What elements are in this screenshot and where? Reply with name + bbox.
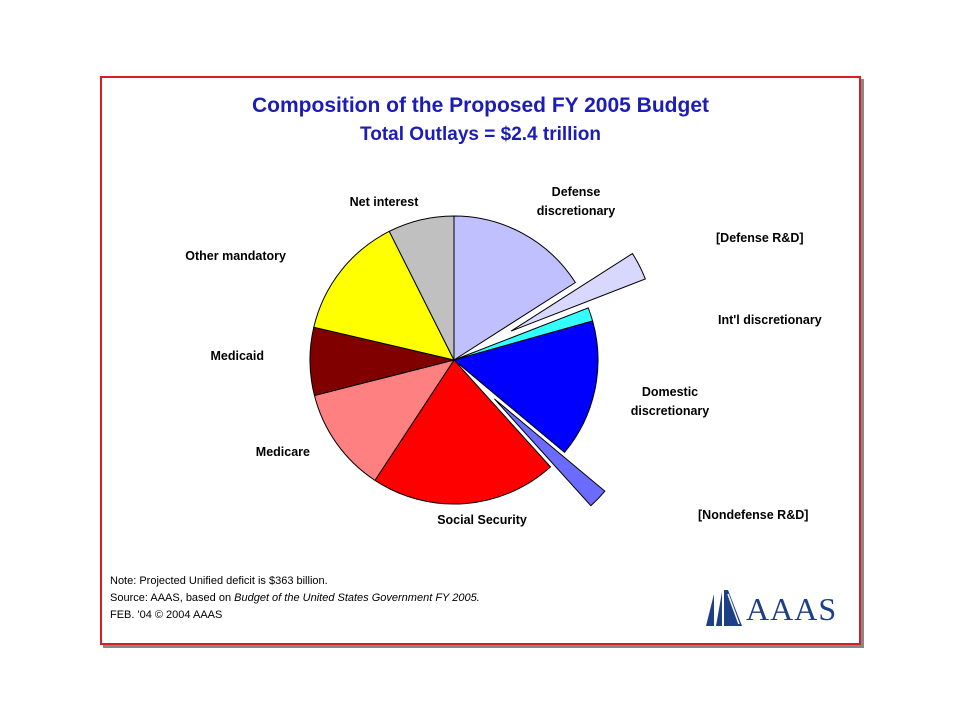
chart-title: Composition of the Proposed FY 2005 Budg…: [252, 94, 709, 117]
slice-label-social-security: Social Security: [437, 513, 527, 527]
pie-chart: Defense discretionary [Defense R&D] Int'l d…: [185, 185, 822, 527]
pie-slice-defense-discretionary: [453, 215, 577, 361]
slice-label-medicaid: Medicaid: [211, 349, 265, 363]
pie-slice-net-interest: [388, 215, 455, 361]
pie-slice-medicare: [313, 359, 456, 482]
note-source-title: Budget of the United States Government F…: [234, 592, 480, 604]
note-source-prefix: Source: AAAS, based on: [110, 592, 235, 604]
slice-label-net-interest: Net interest: [350, 195, 420, 209]
pie-slice-defense-r-d: [510, 252, 646, 332]
pie-slice-domestic-discretionary: [452, 320, 599, 454]
slice-label-medicare: Medicare: [256, 445, 310, 459]
pie-slice-nondefense-r-d: [493, 398, 606, 507]
aaas-logo-text: AAAS: [746, 591, 838, 627]
note-deficit: Note: Projected Unified deficit is $363 …: [110, 575, 328, 587]
aaas-logo: AAAS: [704, 588, 839, 628]
pie-slice-other-mandatory: [313, 230, 455, 361]
aaas-logo-icon: [706, 590, 742, 626]
slice-label-other-mandatory: Other mandatory: [185, 249, 286, 263]
notes-block: Note: Projected Unified deficit is $363 …: [110, 573, 480, 624]
note-source: Source: AAAS, based on Budget of the Uni…: [110, 590, 480, 607]
slice-label-defense-r-d: [Defense R&D]: [716, 231, 804, 245]
chart-frame: Composition of the Proposed FY 2005 Budg…: [100, 76, 861, 645]
chart-subtitle: Total Outlays = $2.4 trillion: [360, 124, 601, 145]
pie-slice-social-security: [374, 359, 552, 505]
slice-label-domestic-discretionary: Domestic discretionary: [631, 385, 710, 418]
note-copyright: FEB. '04 © 2004 AAAS: [110, 609, 223, 621]
slice-label-int-l-discretionary: Int'l discretionary: [718, 313, 822, 327]
slice-label-nondefense-r-d: [Nondefense R&D]: [698, 508, 808, 522]
slice-label-defense-discretionary: Defense discretionary: [537, 185, 616, 218]
